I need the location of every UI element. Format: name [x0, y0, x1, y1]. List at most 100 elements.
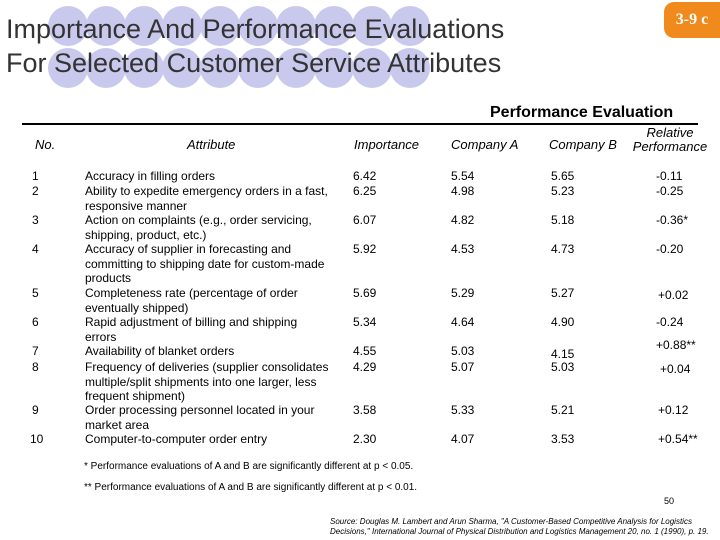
row-company-b: 5.23 — [551, 184, 575, 198]
row-number: 5 — [32, 286, 39, 300]
decor-circle — [48, 48, 88, 88]
decor-circle — [200, 6, 240, 46]
decor-circle — [200, 48, 240, 88]
row-relative: -0.20 — [656, 242, 684, 256]
row-company-b: 3.53 — [551, 432, 575, 446]
row-company-a: 4.53 — [451, 242, 475, 256]
decor-circle — [124, 6, 164, 46]
row-number: 2 — [32, 184, 39, 198]
row-attribute: Ability to expedite emergency orders in … — [85, 184, 330, 213]
row-number: 10 — [30, 432, 44, 446]
row-number: 8 — [32, 360, 39, 374]
decor-circle — [314, 48, 354, 88]
row-number: 7 — [32, 344, 39, 358]
row-company-a: 5.54 — [451, 169, 475, 183]
row-relative: +0.04 — [660, 362, 691, 376]
row-company-b: 4.90 — [551, 315, 575, 329]
source-line-2: Decisions," International Journal of Phy… — [330, 527, 709, 536]
row-relative: -0.24 — [656, 315, 684, 329]
decorative-circles — [48, 6, 430, 88]
row-importance: 5.92 — [353, 242, 377, 256]
row-company-a: 5.29 — [451, 286, 475, 300]
row-relative: +0.88** — [656, 338, 696, 352]
decor-circle — [352, 6, 392, 46]
decor-circle — [124, 48, 164, 88]
source-line-1: Source: Douglas M. Lambert and Arun Shar… — [330, 517, 692, 526]
row-company-a: 5.03 — [451, 344, 475, 358]
slide-title-line-1: Importance And Performance Evaluations — [6, 14, 505, 44]
decor-circle — [390, 48, 430, 88]
decor-circle — [314, 6, 354, 46]
decor-circle — [86, 6, 126, 46]
row-company-a: 5.07 — [451, 360, 475, 374]
row-attribute: Completeness rate (percentage of order e… — [85, 286, 298, 315]
row-relative: -0.11 — [656, 169, 683, 183]
source-citation: Source: Douglas M. Lambert and Arun Shar… — [330, 517, 709, 537]
header-relative-line-1: Relative — [646, 125, 694, 140]
row-company-a: 4.98 — [451, 184, 475, 198]
header-relative-performance: Relative Performance — [620, 126, 720, 154]
header-attribute: Attribute — [187, 137, 236, 152]
decor-circle — [276, 48, 316, 88]
row-company-a: 4.82 — [451, 213, 475, 227]
row-company-b: 5.18 — [551, 213, 575, 227]
decor-circle — [86, 48, 126, 88]
row-importance: 2.30 — [353, 432, 377, 446]
row-importance: 6.07 — [353, 213, 377, 227]
row-number: 4 — [32, 242, 39, 256]
slide-title-line-2: For Selected Customer Service Attributes — [6, 48, 502, 78]
row-relative: +0.54** — [658, 432, 698, 446]
slide-number-tag: 3-9 c — [664, 2, 720, 38]
page-number: 50 — [664, 496, 675, 506]
row-attribute: Rapid adjustment of billing and shipping… — [85, 315, 298, 344]
row-company-a: 4.07 — [451, 432, 475, 446]
row-company-a: 5.33 — [451, 403, 475, 417]
row-importance: 4.55 — [353, 344, 377, 358]
row-attribute: Availability of blanket orders — [85, 344, 235, 358]
row-attribute-text: Ability to expedite emergency orders in … — [85, 184, 328, 213]
row-relative: +0.02 — [658, 288, 689, 302]
decor-circle — [162, 48, 202, 88]
row-company-b: 4.73 — [551, 242, 575, 256]
row-company-a: 4.64 — [451, 315, 475, 329]
row-number: 3 — [32, 213, 39, 227]
section-divider — [22, 123, 698, 125]
header-importance: Importance — [354, 137, 420, 152]
decor-circle — [390, 6, 430, 46]
decor-circle — [48, 6, 88, 46]
row-relative: +0.12 — [658, 403, 689, 417]
header-company-b: Company B — [549, 137, 617, 152]
decor-circle — [352, 48, 392, 88]
row-company-b: 4.15 — [551, 347, 575, 361]
row-number: 6 — [32, 315, 39, 329]
row-relative: -0.36* — [656, 213, 689, 227]
row-importance: 6.42 — [353, 169, 377, 183]
footnote-double-star: ** Performance evaluations of A and B ar… — [84, 482, 418, 493]
decor-circle — [238, 6, 278, 46]
row-importance: 6.25 — [353, 184, 377, 198]
row-attribute: Computer-to-computer order entry — [85, 432, 268, 446]
row-company-b: 5.65 — [551, 169, 575, 183]
row-relative: -0.25 — [656, 184, 684, 198]
header-no: No. — [35, 137, 56, 152]
row-attribute: Accuracy in filling orders — [85, 169, 216, 183]
row-attribute: Frequency of deliveries (supplier consol… — [85, 360, 329, 403]
row-importance: 5.34 — [353, 315, 377, 329]
row-company-b: 5.27 — [551, 286, 575, 300]
row-attribute: Action on complaints (e.g., order servic… — [85, 213, 312, 242]
row-attribute: Accuracy of supplier in forecasting and … — [85, 242, 325, 285]
row-attribute: Order processing personnel located in yo… — [85, 403, 315, 432]
footnote-single-star: * Performance evaluations of A and B are… — [84, 461, 414, 472]
decor-circle — [276, 6, 316, 46]
row-importance: 4.29 — [353, 360, 377, 374]
row-number: 1 — [32, 169, 39, 183]
decor-circle — [162, 6, 202, 46]
slide-title: Importance And Performance Evaluations F… — [6, 12, 504, 80]
row-company-b: 5.03 — [551, 360, 575, 374]
row-importance: 3.58 — [353, 403, 377, 417]
header-company-a: Company A — [451, 137, 519, 152]
decor-circle — [238, 48, 278, 88]
header-relative-line-2: Performance — [632, 139, 708, 154]
section-heading: Performance Evaluation — [490, 104, 674, 121]
row-importance: 5.69 — [353, 286, 377, 300]
